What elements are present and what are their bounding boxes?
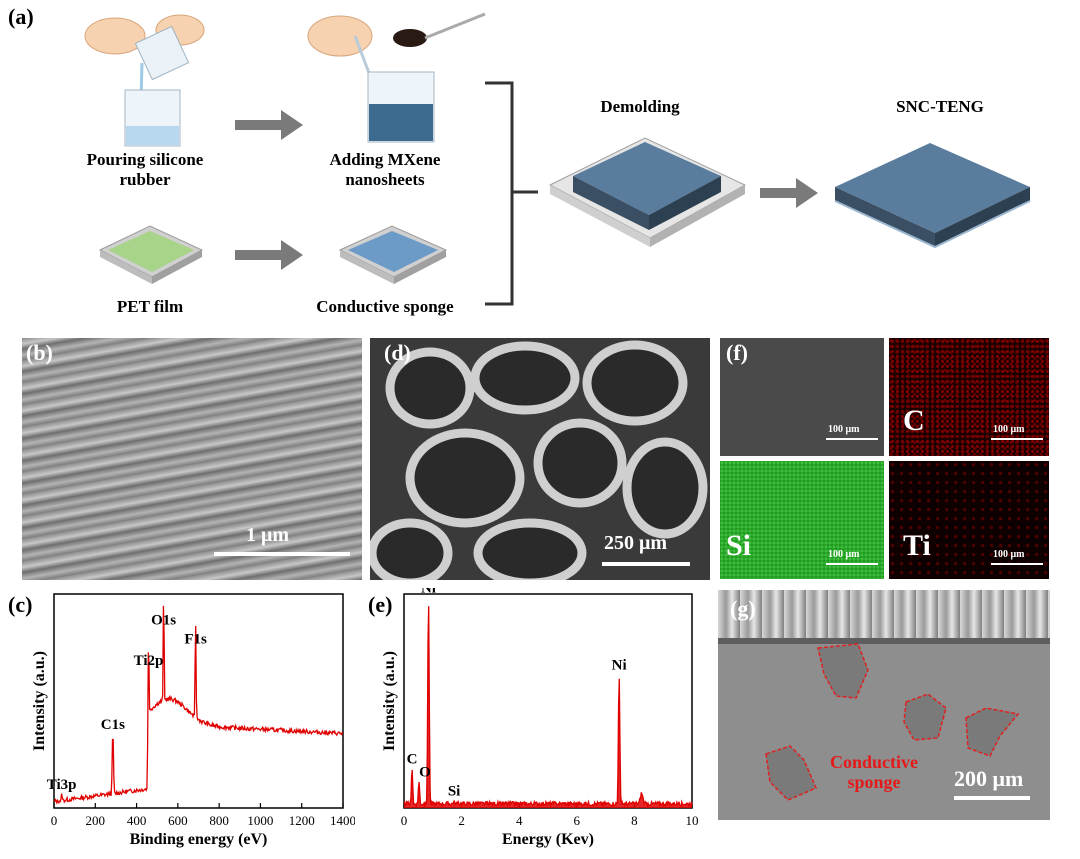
panel-e-label: (e) — [368, 592, 393, 617]
scale-bar-f0 — [826, 438, 878, 440]
x-tick-label: 4 — [516, 813, 523, 828]
eds-element-c: C — [903, 404, 925, 437]
eds-element-si: Si — [726, 529, 752, 562]
xps-chart: 0 200 400 600 800 1000 1200 1400 Binding energy … — [31, 593, 355, 848]
spectrum-line — [53, 605, 343, 806]
y-axis-label: Intensity (a.u.) — [31, 651, 48, 751]
step-pet-caption: PET film — [116, 297, 184, 316]
scale-bar-f2 — [826, 563, 878, 565]
sponge-illustration — [338, 225, 448, 284]
step-demolding-caption: Demolding — [600, 97, 680, 116]
scale-text-f2: 100 μm — [828, 549, 860, 560]
eds-spectrum-chart: 0 2 4 6 8 10 Energy (Kev) Intensity (a.u.) CO Ni S… — [381, 588, 699, 848]
arrow-3 — [760, 178, 818, 208]
pet-film-illustration — [98, 225, 204, 284]
scale-bar-f1 — [991, 438, 1043, 440]
panel-f-label: (f) — [726, 340, 748, 365]
x-tick-label: 400 — [127, 813, 147, 828]
x-tick-label: 8 — [631, 813, 638, 828]
x-tick-label: 0 — [51, 813, 58, 828]
eds-tile-sem: (f) 100 μm — [720, 338, 884, 456]
scale-text-f1: 100 μm — [993, 424, 1025, 435]
x-tick-label: 800 — [209, 813, 229, 828]
step-pouring-caption: Pouring silicone rubber — [86, 150, 204, 189]
peak-label: C1s — [101, 717, 125, 733]
peak-label: Ni — [612, 657, 627, 673]
teng-illustration — [834, 143, 1031, 249]
peak-label: F1s — [184, 632, 207, 648]
conductive-sponge-annotation: Conductive sponge — [829, 752, 918, 792]
scale-bar-f3 — [991, 563, 1043, 565]
x-tick-label: 10 — [686, 813, 699, 828]
peak-label: Ni — [421, 588, 436, 596]
sem-image-g: (g) Conductive sponge 200 μm — [718, 590, 1050, 820]
eds-tile-ti: Ti 100 μm — [889, 461, 1049, 579]
scale-text-f0: 100 μm — [828, 424, 860, 435]
peak-label: Si — [448, 784, 461, 800]
eds-tile-si: Si 100 μm — [720, 461, 884, 579]
spectrum-fill — [404, 606, 692, 808]
x-tick-label: 2 — [458, 813, 465, 828]
plot-frame — [403, 593, 693, 809]
step-adding-caption: Adding MXene nanosheets — [329, 150, 441, 189]
x-axis-label: Energy (Kev) — [502, 831, 594, 848]
x-tick-label: 200 — [86, 813, 106, 828]
panel-b-label: (b) — [26, 340, 53, 365]
y-axis-label: Intensity (a.u.) — [381, 651, 398, 751]
x-axis-label: Binding energy (eV) — [130, 831, 268, 848]
scale-text-d: 250 μm — [604, 532, 667, 554]
peak-label: Ti2p — [134, 653, 164, 669]
x-tick-label: 6 — [574, 813, 581, 828]
arrow-1 — [235, 110, 303, 140]
scale-text-f3: 100 μm — [993, 549, 1025, 560]
eds-element-ti: Ti — [903, 529, 931, 562]
step-teng-caption: SNC-TENG — [896, 97, 984, 116]
spectrum-line — [403, 606, 693, 809]
scale-text-b: 1 μm — [246, 524, 289, 546]
scale-bar-g — [954, 796, 1030, 800]
scale-bar-d — [602, 562, 690, 566]
x-tick-label: 1200 — [289, 813, 315, 828]
peak-label: O — [419, 764, 431, 780]
x-tick-label: 600 — [168, 813, 188, 828]
scale-bar-b — [214, 552, 350, 556]
sem-image-d: (d) 250 μm — [370, 338, 710, 580]
demolding-illustration — [548, 137, 747, 247]
pouring-illustration — [84, 14, 205, 147]
x-tick-label: 1000 — [247, 813, 273, 828]
sem-image-b: (b) 1 μm — [22, 338, 362, 580]
panel-c-label: (c) — [8, 592, 33, 617]
merge-bracket — [485, 81, 538, 306]
plot-frame — [53, 593, 344, 809]
eds-tile-c: C 100 μm — [889, 338, 1049, 456]
peak-label: O1s — [151, 612, 176, 628]
scale-text-g: 200 μm — [954, 766, 1024, 791]
peak-label: Ti3p — [47, 777, 77, 793]
x-tick-label: 1400 — [330, 813, 355, 828]
step-sponge-caption: Conductive sponge — [316, 297, 454, 316]
peak-label: C — [407, 751, 418, 767]
arrow-2 — [235, 240, 303, 270]
mxene-illustration — [307, 12, 486, 143]
panel-g-label: (g) — [730, 596, 756, 621]
panel-d-label: (d) — [384, 340, 411, 365]
panel-a-label: (a) — [8, 4, 34, 29]
x-tick-label: 0 — [401, 813, 408, 828]
